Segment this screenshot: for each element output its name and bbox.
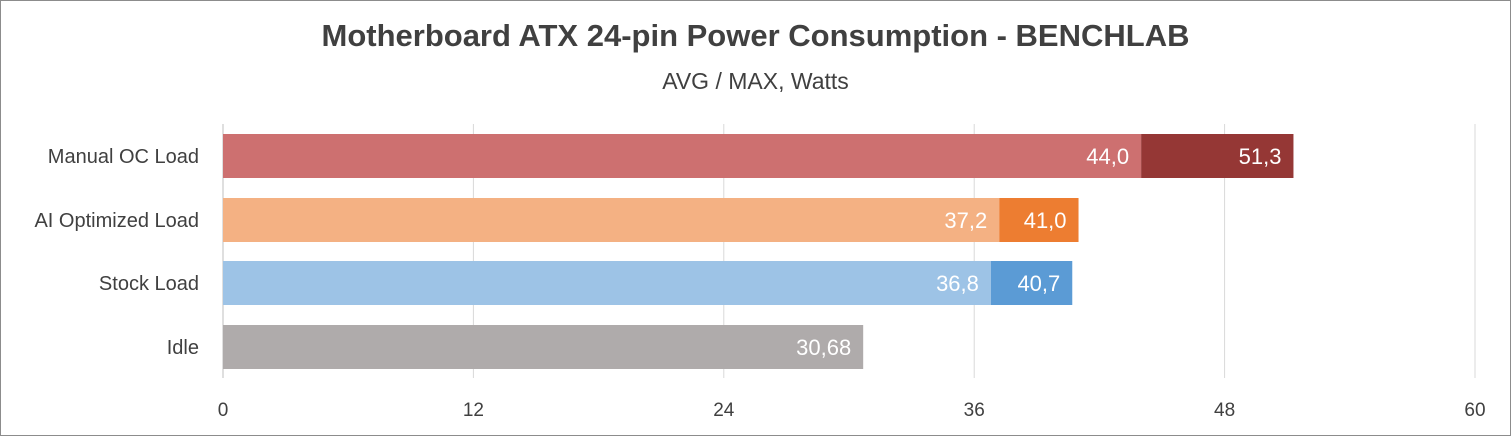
bar-avg-manual-oc-load bbox=[223, 134, 1142, 178]
category-label-stock-load: Stock Load bbox=[99, 273, 199, 295]
x-tick-label-60: 60 bbox=[1464, 400, 1485, 421]
data-label-max-ai-optimized-load: 41,0 bbox=[1024, 208, 1067, 233]
x-tick-label-48: 48 bbox=[1214, 400, 1235, 421]
x-tick-label-12: 12 bbox=[463, 400, 484, 421]
x-tick-label-24: 24 bbox=[713, 400, 735, 421]
bar-avg-idle bbox=[223, 325, 864, 369]
x-tick-label-36: 36 bbox=[964, 400, 985, 421]
bar-max-stock-load bbox=[990, 261, 1073, 305]
bar-avg-ai-optimized-load bbox=[223, 198, 1000, 242]
category-label-ai-optimized-load: AI Optimized Load bbox=[34, 210, 199, 232]
data-label-max-stock-load: 40,7 bbox=[1017, 271, 1060, 296]
category-label-manual-oc-load: Manual OC Load bbox=[48, 146, 199, 168]
x-tick-label-0: 0 bbox=[218, 400, 229, 421]
bar-max-manual-oc-load bbox=[1141, 134, 1294, 178]
data-label-max-manual-oc-load: 51,3 bbox=[1239, 144, 1282, 169]
data-label-avg-idle: 30,68 bbox=[796, 335, 851, 360]
chart-title: Motherboard ATX 24-pin Power Consumption… bbox=[321, 18, 1190, 53]
data-label-avg-stock-load: 36,8 bbox=[936, 271, 979, 296]
chart-subtitle: AVG / MAX, Watts bbox=[662, 68, 849, 94]
bar-avg-stock-load bbox=[223, 261, 991, 305]
data-label-avg-manual-oc-load: 44,0 bbox=[1086, 144, 1129, 169]
data-label-avg-ai-optimized-load: 37,2 bbox=[944, 208, 987, 233]
bar-max-ai-optimized-load bbox=[999, 198, 1079, 242]
category-label-idle: Idle bbox=[167, 337, 199, 359]
